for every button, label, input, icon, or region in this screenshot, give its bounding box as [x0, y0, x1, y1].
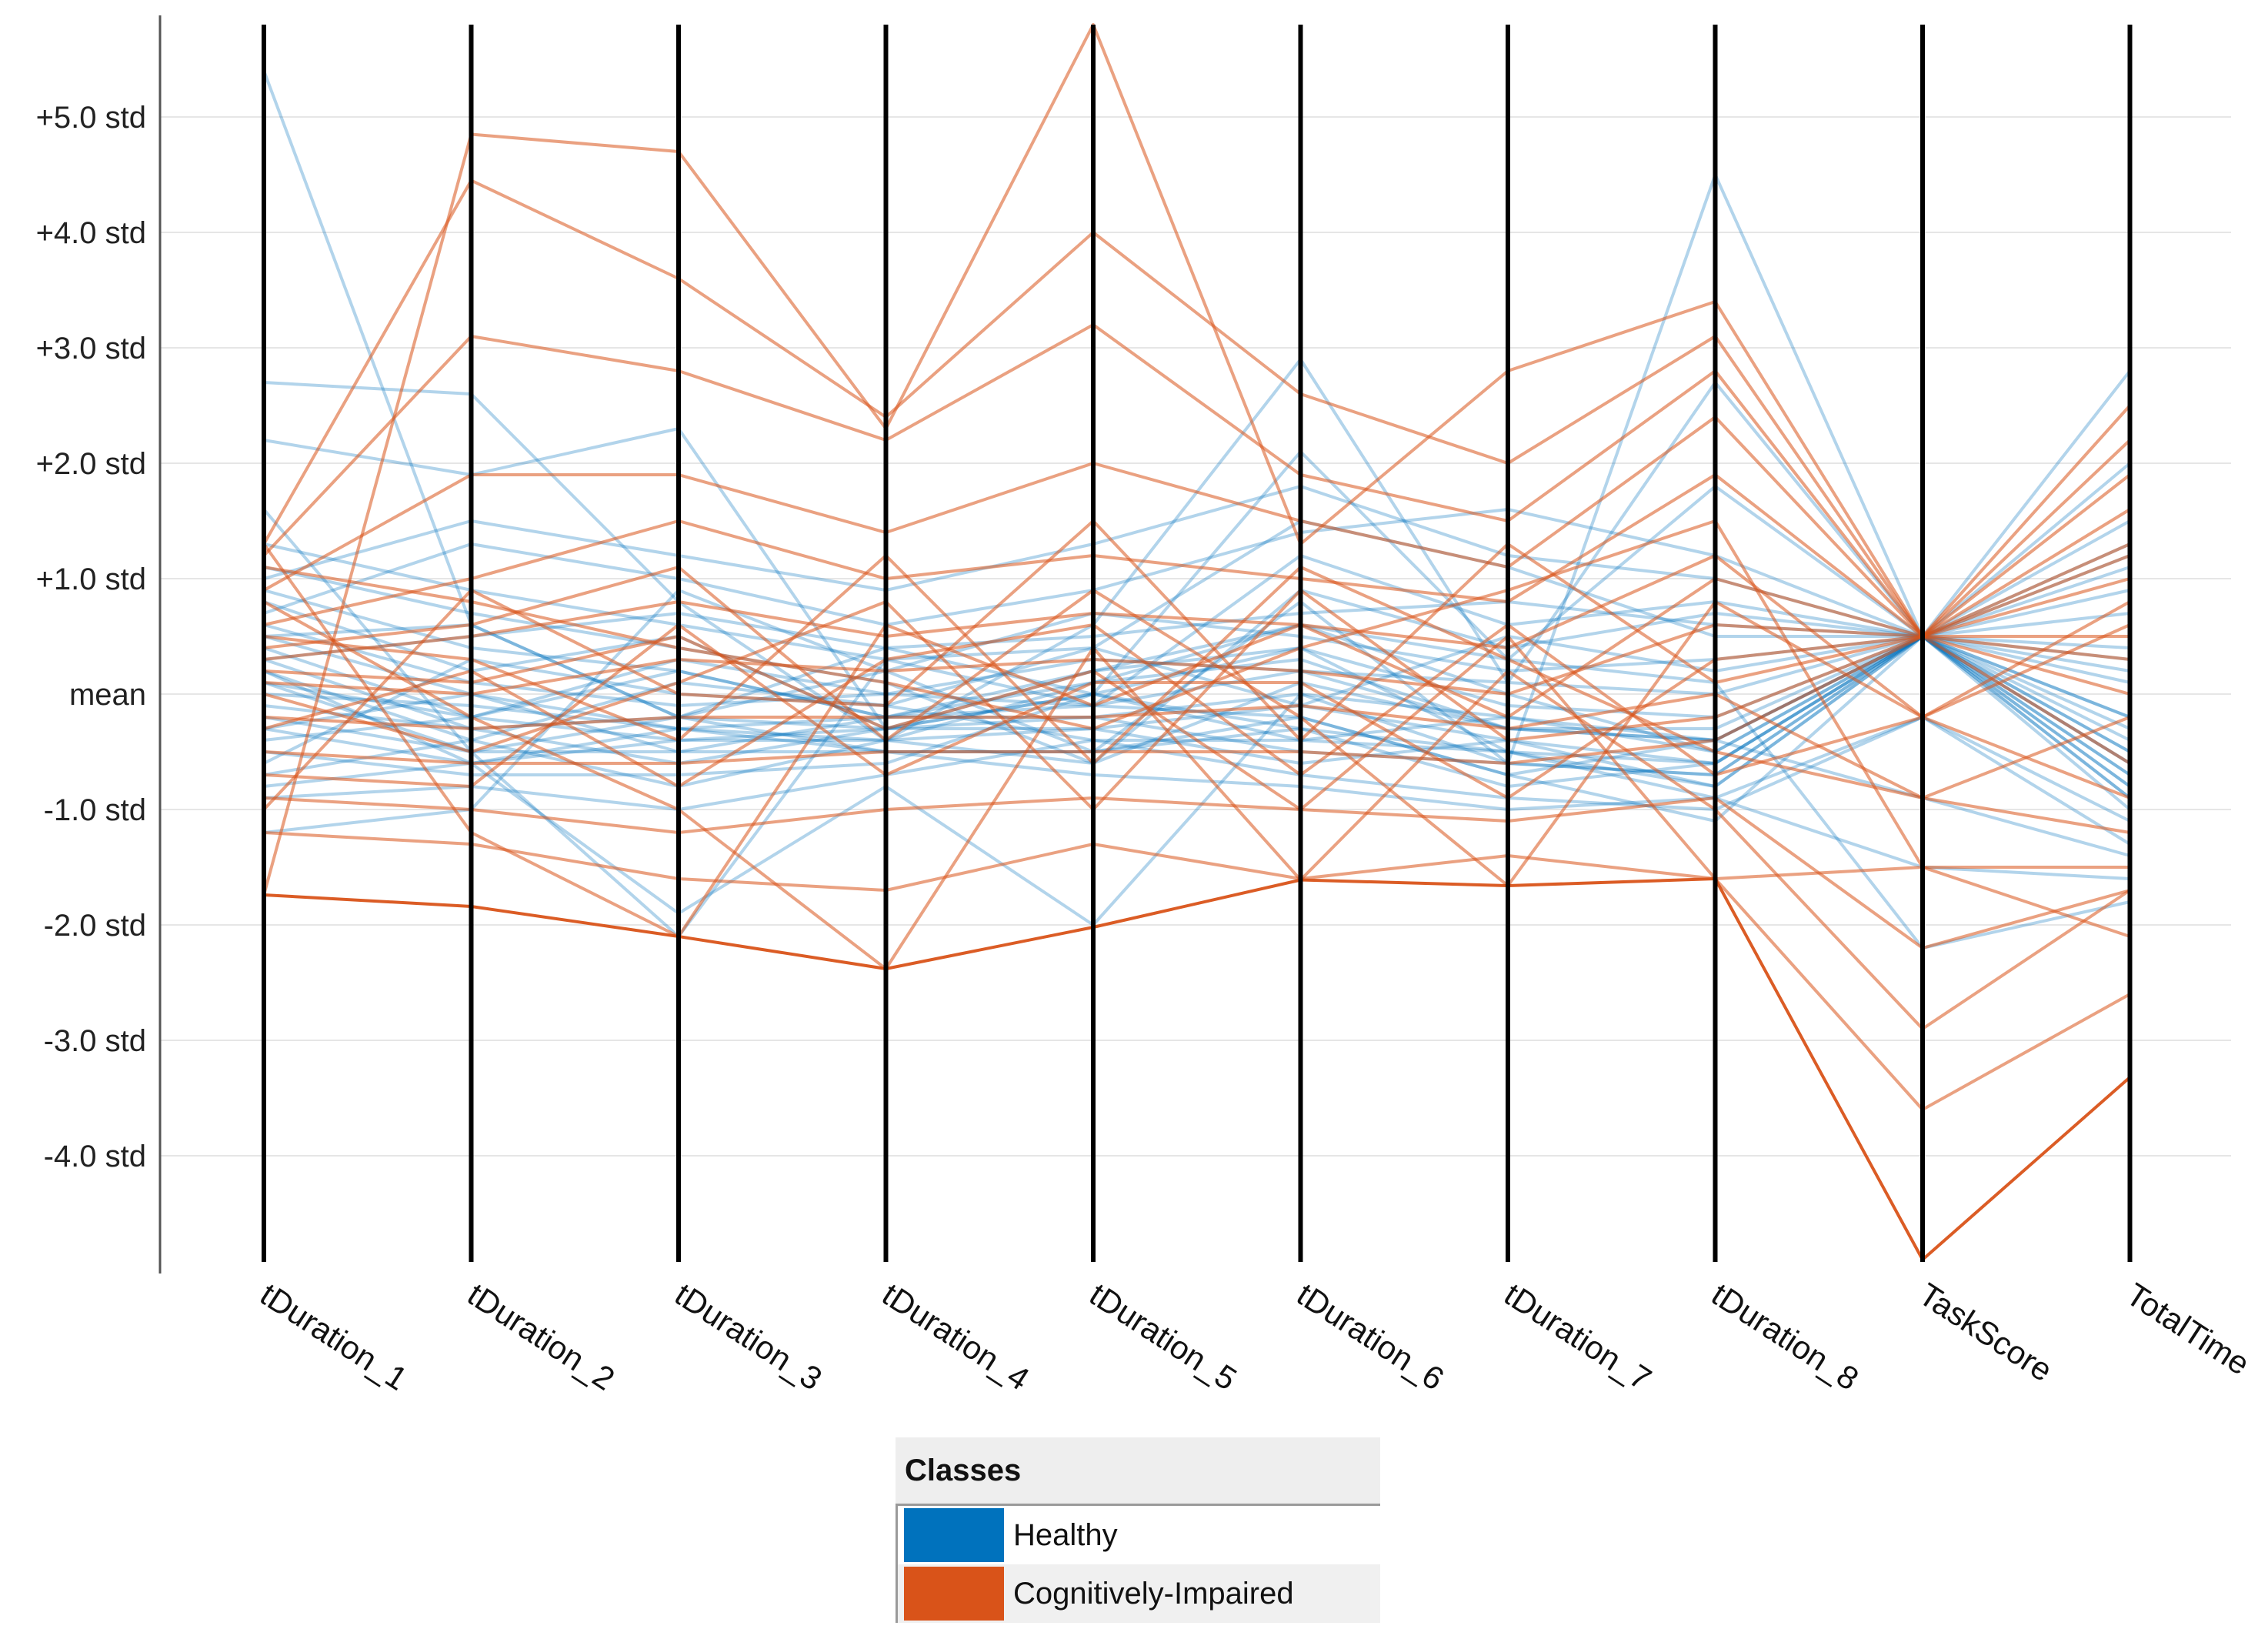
series-line	[263, 508, 2131, 638]
series-line	[263, 693, 2131, 823]
legend-label-impaired: Cognitively-Impaired	[1013, 1576, 1294, 1611]
axis-lines	[262, 25, 2133, 1262]
series-line	[263, 635, 2131, 788]
grid-lines	[160, 116, 2231, 1157]
x-tick-label: tDuration_5	[1083, 1276, 1243, 1397]
series-line	[263, 635, 2131, 788]
series-line	[263, 635, 2131, 823]
legend-swatch-healthy	[904, 1508, 1004, 1562]
series-line	[263, 623, 2131, 799]
series-line	[262, 179, 2131, 638]
series-line	[263, 473, 2131, 638]
series-line	[263, 635, 2130, 880]
series-line	[263, 519, 2131, 938]
series-line	[262, 70, 2131, 765]
x-tick-label: TaskScore	[1913, 1276, 2059, 1388]
y-tick-label: +5.0 std	[36, 101, 146, 135]
x-tick-label: tDuration_4	[876, 1276, 1036, 1397]
x-tick-label: TotalTime	[2120, 1276, 2256, 1382]
legend-body: Healthy Cognitively-Impaired	[896, 1506, 1380, 1623]
x-tick-label: tDuration_1	[254, 1276, 414, 1397]
series-line	[263, 600, 2131, 1030]
series-line	[263, 623, 2131, 799]
series-line	[263, 635, 2131, 776]
series-line	[262, 519, 2130, 811]
legend-swatch-impaired	[904, 1567, 1004, 1621]
series-line	[263, 623, 2130, 950]
series-line	[263, 416, 2131, 638]
legend-title: Classes	[896, 1437, 1380, 1506]
series-line	[262, 323, 2131, 638]
series-line	[263, 831, 2131, 1111]
x-tick-label: tDuration_3	[669, 1276, 829, 1397]
series-line	[263, 566, 2131, 765]
y-tick-label: -3.0 std	[44, 1024, 146, 1058]
legend-label-healthy: Healthy	[1013, 1517, 1118, 1552]
y-tick-labels: +5.0 std +4.0 std +3.0 std +2.0 std +1.0 std…	[36, 101, 146, 1173]
series-line	[262, 439, 2131, 938]
series-lines	[262, 23, 2132, 1261]
y-tick-label: +4.0 std	[36, 216, 146, 250]
x-tick-label: tDuration_7	[1498, 1276, 1658, 1397]
series-cognitively-impaired	[262, 23, 2131, 1261]
y-tick-label: +1.0 std	[36, 562, 146, 596]
series-line	[263, 427, 2131, 730]
x-tick-label: tDuration_6	[1291, 1276, 1451, 1397]
y-tick-label: +2.0 std	[36, 447, 146, 481]
x-tick-label: tDuration_8	[1706, 1276, 1866, 1397]
series-line	[263, 877, 2131, 1261]
legend-item-impaired[interactable]: Cognitively-Impaired	[898, 1564, 1380, 1623]
series-line	[262, 23, 2131, 896]
legend: Classes Healthy Cognitively-Impaired	[896, 1437, 1380, 1623]
y-tick-label: -2.0 std	[44, 909, 146, 943]
y-tick-label: -1.0 std	[44, 793, 146, 827]
series-line	[263, 554, 2131, 719]
x-tick-labels: tDuration_1 tDuration_2 tDuration_3 tDurati…	[254, 1276, 2256, 1397]
x-tick-label: tDuration_2	[462, 1276, 622, 1397]
legend-item-healthy[interactable]: Healthy	[898, 1506, 1380, 1564]
y-tick-label: +3.0 std	[36, 332, 146, 366]
series-line	[263, 669, 2131, 926]
series-line	[263, 600, 2131, 776]
series-line	[263, 716, 2131, 846]
y-tick-label: -4.0 std	[44, 1140, 146, 1173]
y-tick-label: mean	[69, 678, 146, 712]
